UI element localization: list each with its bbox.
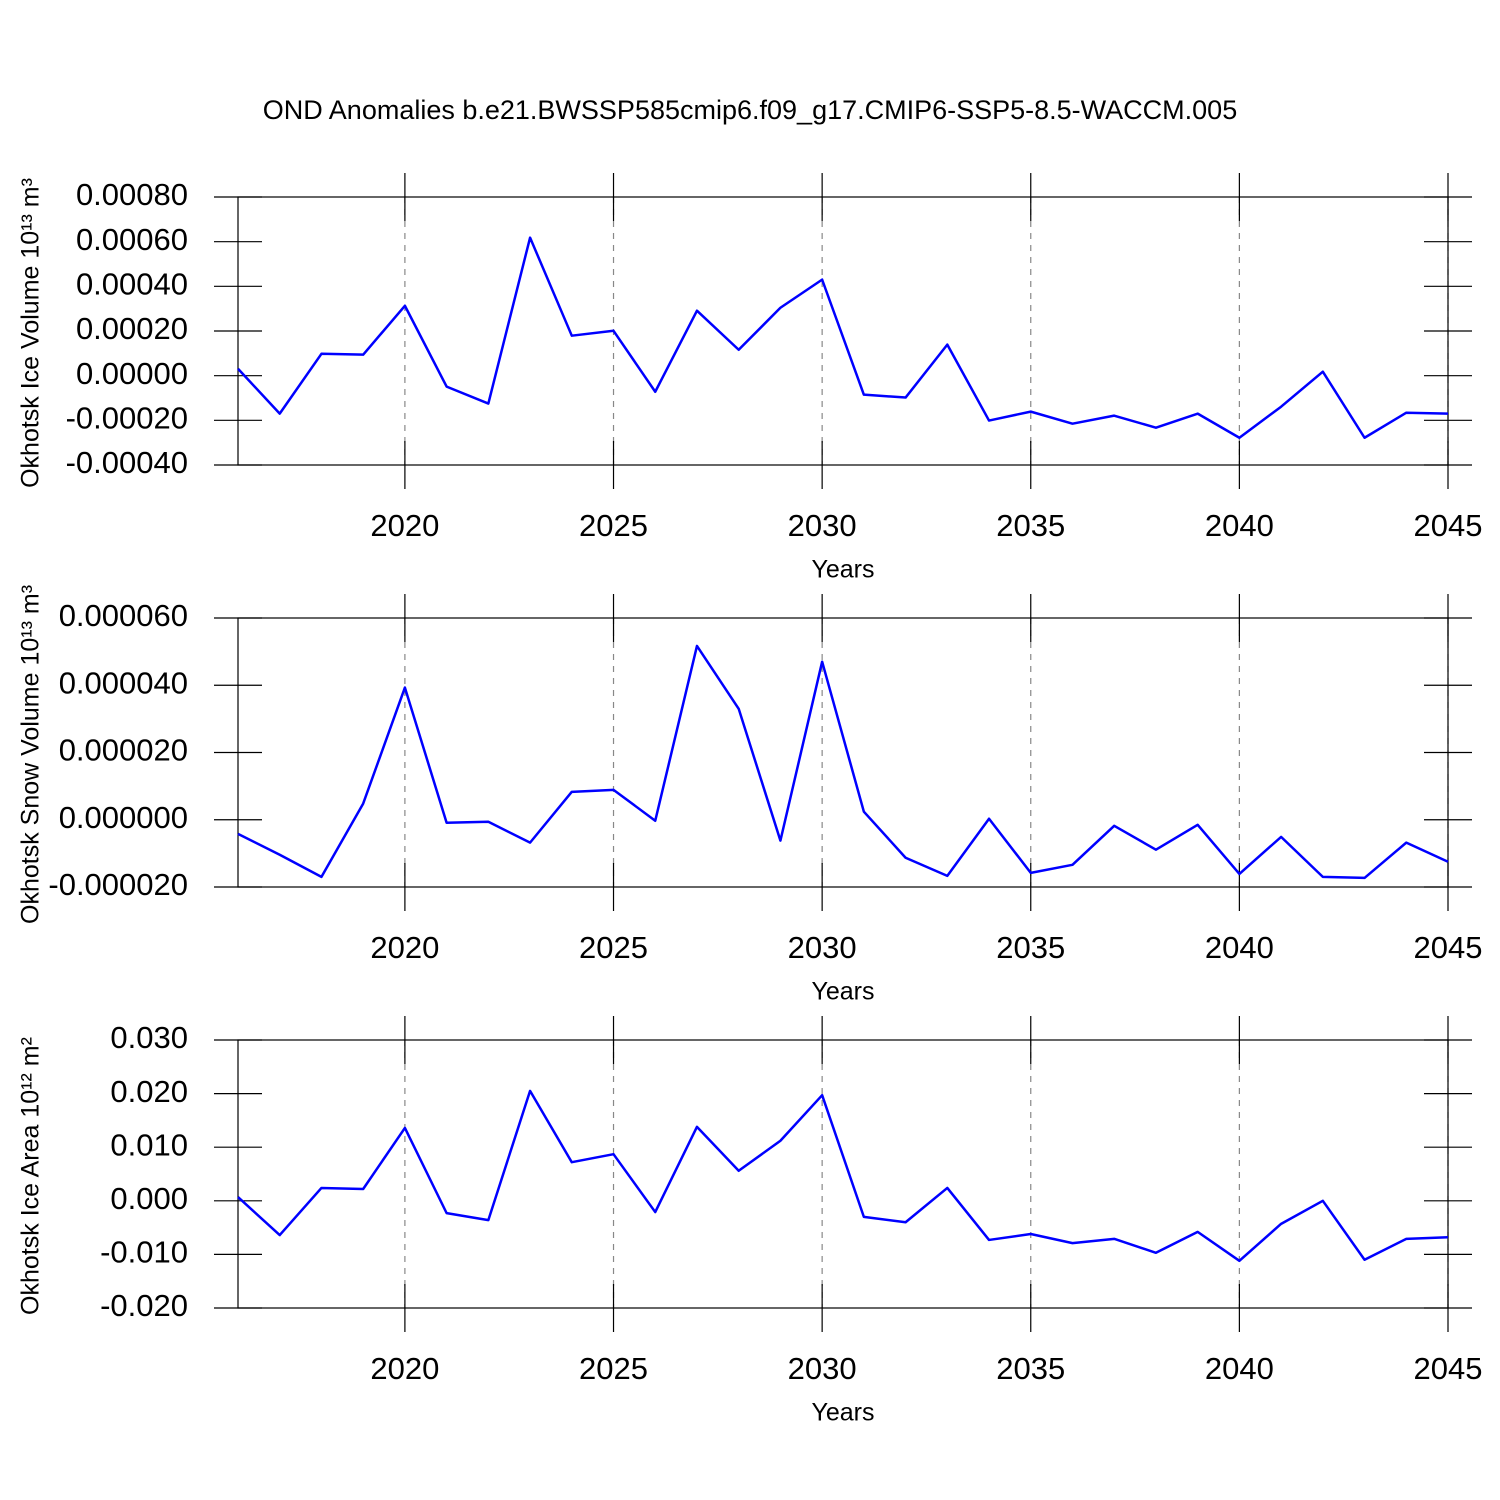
y-tick-label: 0.00020 [76,311,188,346]
x-tick-label: 2045 [1414,508,1483,543]
x-tick-label: 2030 [788,930,857,965]
y-tick-label: -0.020 [100,1288,188,1323]
y-tick-label: 0.020 [110,1074,188,1109]
y-tick-label: -0.00040 [66,445,188,480]
y-tick-label: 0.00060 [76,222,188,257]
plot-frame [237,617,1449,888]
x-axis-label: Years [811,1399,874,1427]
figure-title: OND Anomalies b.e21.BWSSP585cmip6.f09_g1… [263,95,1237,125]
x-axis-label: Years [811,978,874,1006]
y-axis-label: Okhotsk Snow Volume 10¹³ m³ [17,585,45,924]
x-tick-label: 2040 [1205,930,1274,965]
x-tick-label: 2025 [579,930,648,965]
data-line [237,644,1449,880]
x-tick-label: 2040 [1205,508,1274,543]
y-tick-label: 0.000020 [59,733,188,768]
x-tick-label: 2045 [1414,930,1483,965]
y-tick-label: 0.000060 [59,598,188,633]
data-line [237,1089,1449,1263]
y-tick-label: 0.000040 [59,665,188,700]
y-tick-label: -0.010 [100,1235,188,1270]
y-tick-label: 0.000000 [59,800,188,835]
y-axis-label: Okhotsk Ice Volume 10¹³ m³ [17,178,45,488]
y-tick-label: -0.00020 [66,401,188,436]
y-tick-label: 0.030 [110,1020,188,1055]
x-axis-label: Years [811,556,874,584]
x-tick-label: 2030 [788,508,857,543]
y-tick-label: 0.010 [110,1127,188,1162]
x-tick-label: 2020 [370,930,439,965]
y-tick-label: 0.00000 [76,356,188,391]
x-tick-label: 2035 [996,930,1065,965]
x-tick-label: 2025 [579,508,648,543]
x-tick-label: 2020 [370,508,439,543]
x-tick-label: 2035 [996,508,1065,543]
data-line [237,236,1449,439]
x-tick-label: 2020 [370,1351,439,1386]
y-tick-label: 0.00040 [76,267,188,302]
y-tick-label: 0.00080 [76,177,188,212]
x-tick-label: 2035 [996,1351,1065,1386]
y-tick-label: 0.000 [110,1181,188,1216]
x-tick-label: 2040 [1205,1351,1274,1386]
plot-frame [237,1039,1449,1309]
plot-frame [237,196,1449,466]
x-tick-label: 2025 [579,1351,648,1386]
y-axis-label: Okhotsk Ice Area 10¹² m² [17,1037,45,1315]
x-tick-label: 2045 [1414,1351,1483,1386]
y-tick-label: -0.000020 [48,867,188,902]
x-tick-label: 2030 [788,1351,857,1386]
